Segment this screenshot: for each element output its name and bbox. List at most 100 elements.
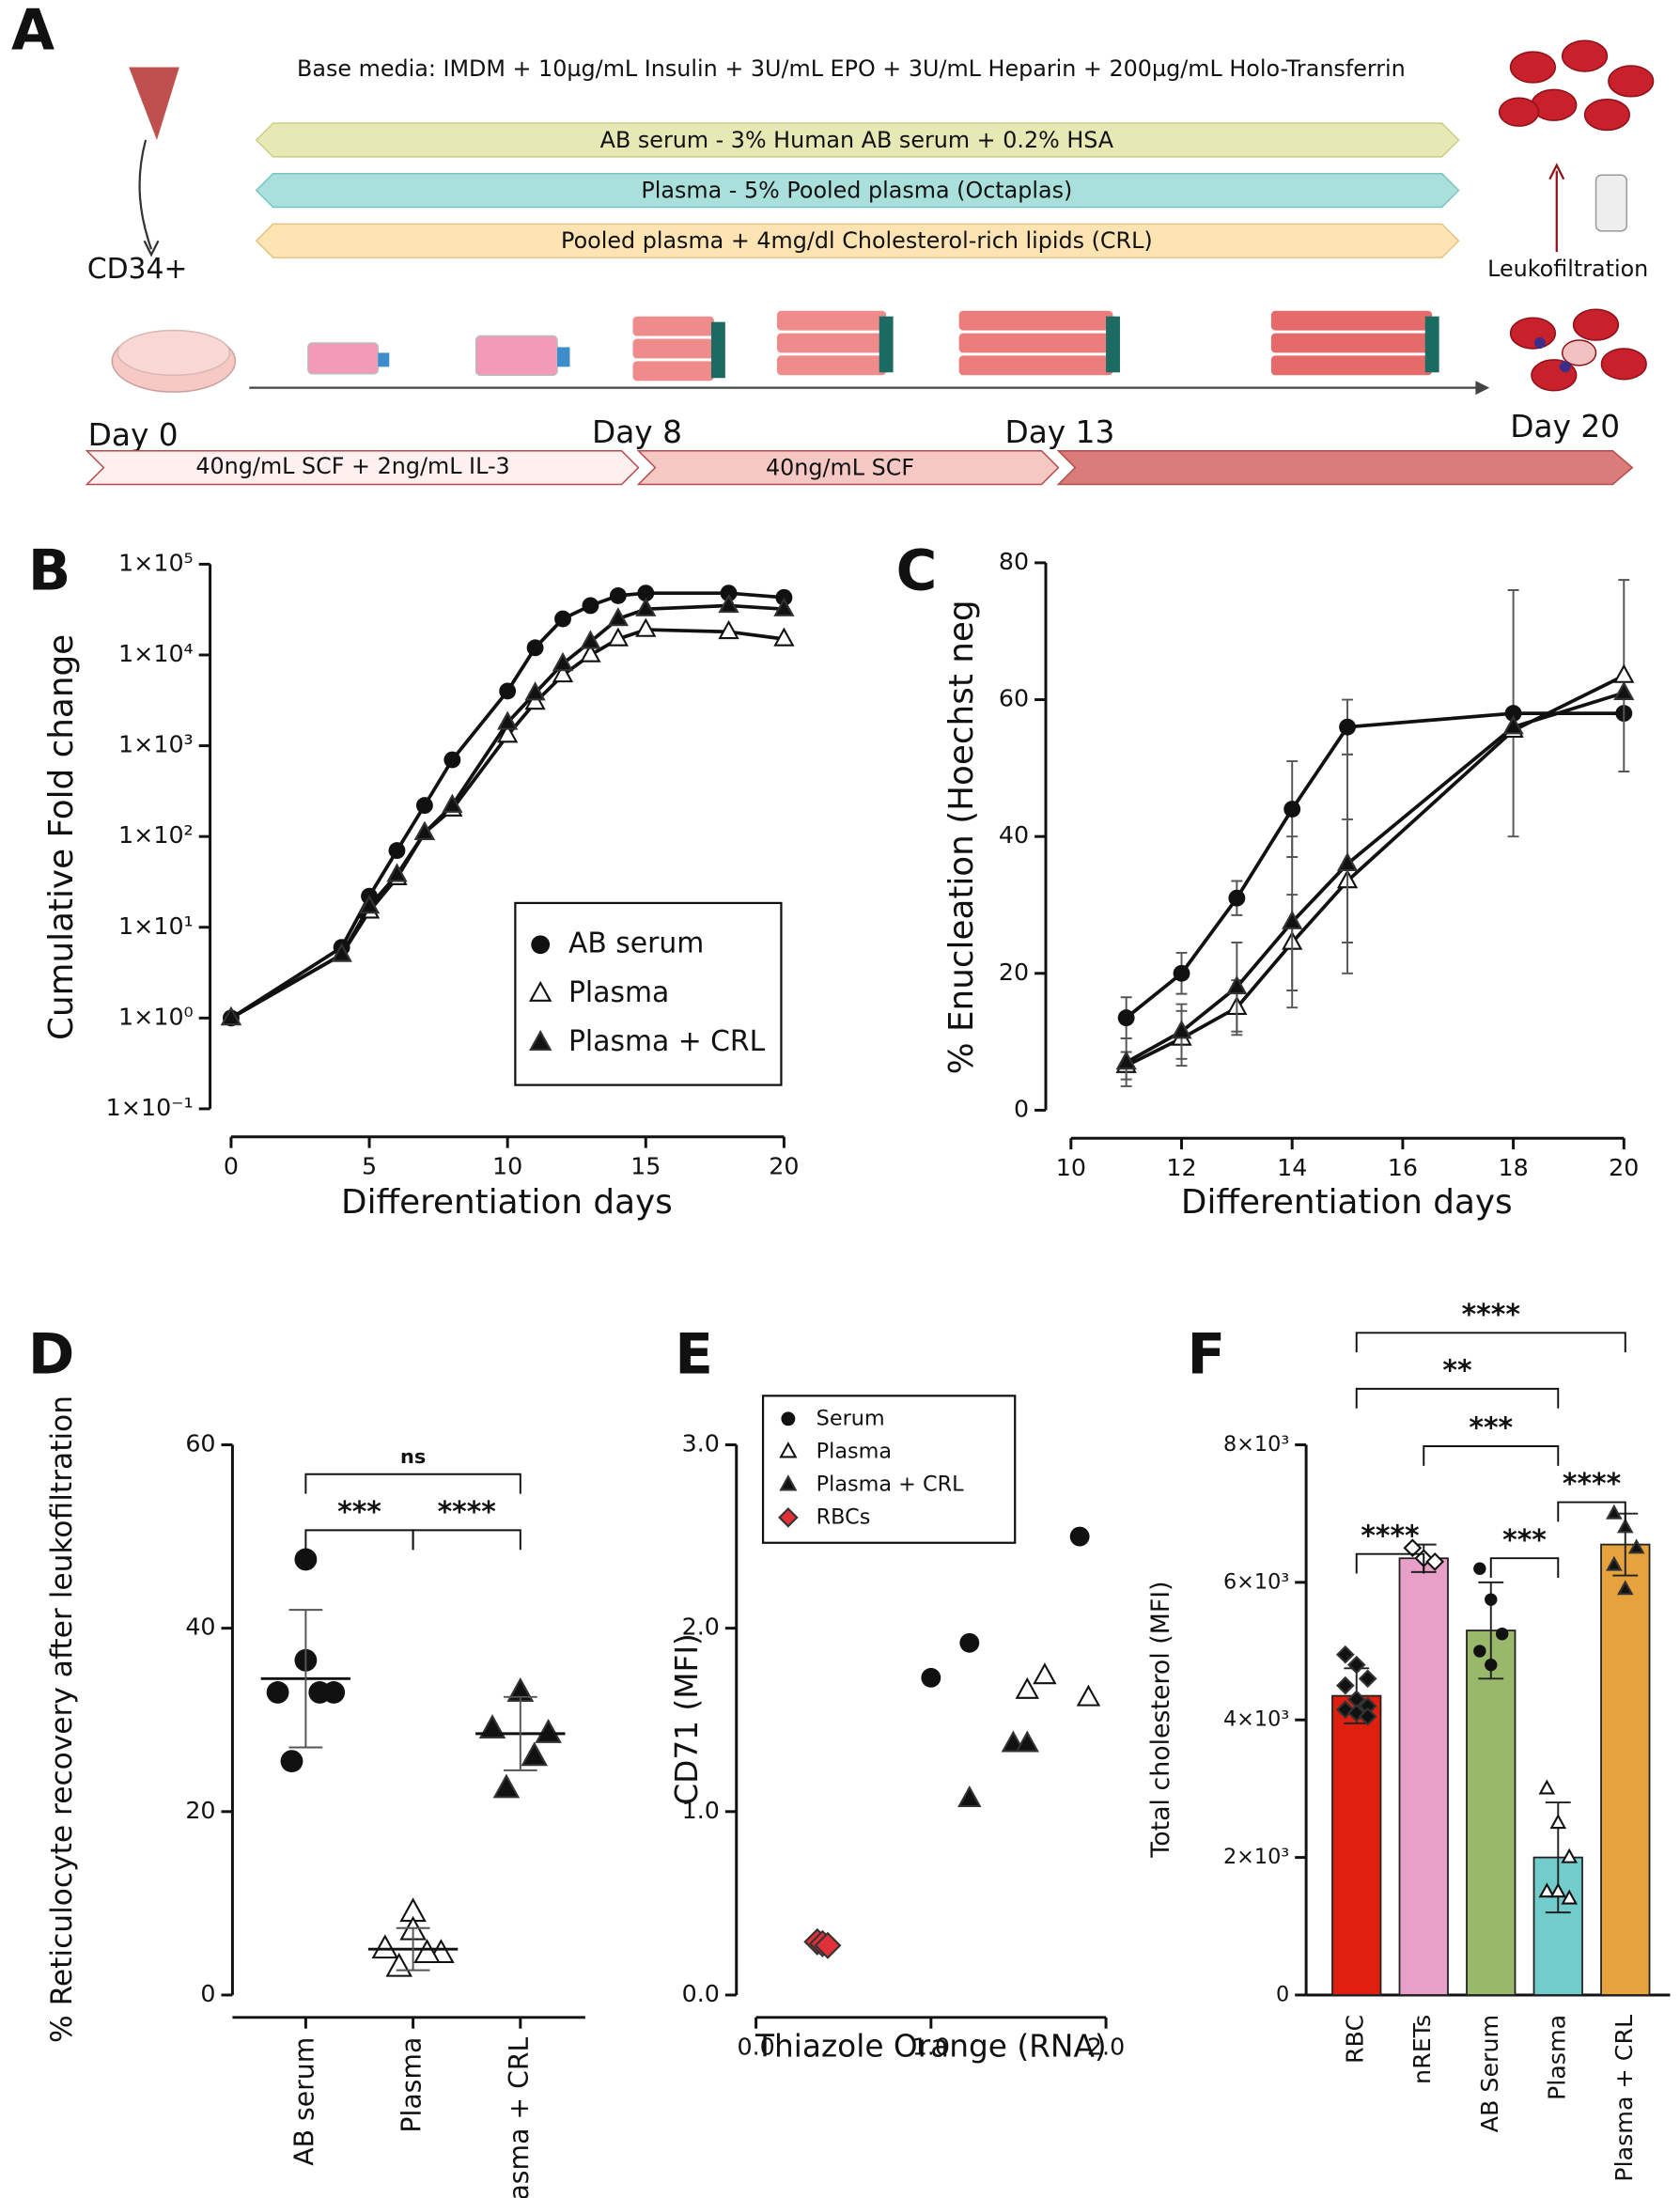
marker [413, 1939, 441, 1964]
legend-marker [531, 935, 551, 955]
marker [1076, 1684, 1101, 1707]
y-tick-label: 1.0 [682, 1796, 720, 1824]
significance-label: *** [1469, 1412, 1513, 1445]
condition-banner [255, 172, 1460, 209]
series-line [1125, 674, 1626, 1068]
marker [635, 617, 657, 637]
marker [497, 710, 519, 730]
marker [492, 1773, 521, 1799]
marker [637, 585, 655, 602]
significance-label: *** [1502, 1524, 1547, 1557]
marker [1335, 1645, 1355, 1664]
day-label: Day 20 [1510, 409, 1620, 444]
error-bar [396, 1926, 430, 1972]
x-tick-label: Plasma + CRL [504, 2036, 535, 2198]
marker [524, 691, 546, 710]
marker [413, 820, 436, 840]
marker [1504, 705, 1522, 723]
significance-label: **** [1361, 1520, 1419, 1552]
marker [1538, 1882, 1556, 1898]
significance-bracket [1355, 1332, 1626, 1353]
cytokine-label: 40ng/mL SCF [766, 455, 914, 481]
marker [1561, 1889, 1578, 1905]
x-tick-label: 0.0 [737, 2033, 774, 2061]
significance-bracket [1423, 1445, 1560, 1466]
x-axis-label: Differentiation days [341, 1183, 673, 1222]
marker [1228, 889, 1246, 907]
condition-banner [255, 122, 1460, 158]
day-label: Day 8 [592, 414, 682, 450]
marker [1627, 1538, 1645, 1554]
y-tick-label: 1×10⁵ [118, 548, 194, 576]
y-tick-label: 20 [185, 1796, 215, 1824]
marker [266, 1681, 289, 1704]
y-tick-label: 60 [999, 684, 1029, 712]
marker [1613, 680, 1635, 700]
bar [1600, 1543, 1651, 1996]
rbc-icons [1498, 39, 1655, 392]
marker [521, 1741, 549, 1767]
y-tick-label: 0 [1276, 1982, 1289, 2006]
x-tick-label: 15 [630, 1152, 661, 1180]
x-tick-label: 1.0 [912, 2033, 950, 2061]
legend-label: Plasma [817, 1439, 892, 1463]
legend-box [514, 901, 783, 1086]
day-label: Day 0 [88, 417, 179, 453]
marker [1033, 1662, 1057, 1685]
marker [773, 627, 795, 647]
flasks [307, 310, 1439, 382]
panel-label: E [675, 1323, 713, 1388]
marker [1473, 1562, 1486, 1575]
marker [1282, 910, 1303, 929]
x-tick-label: 5 [362, 1152, 377, 1180]
y-tick-label: 3.0 [682, 1428, 720, 1457]
cell-label: CD34+ [87, 253, 188, 286]
panel-label: F [1187, 1323, 1225, 1388]
x-tick-label: AB Serum [1475, 2015, 1503, 2132]
marker [1226, 974, 1248, 995]
x-tick-label: 10 [1056, 1153, 1086, 1181]
condition-label: Plasma - 5% Pooled plasma (Octaplas) [641, 178, 1072, 204]
marker [1115, 1051, 1137, 1070]
marker [959, 1632, 980, 1653]
x-tick-label: nRETs [1408, 2015, 1436, 2084]
x-tick-label: 14 [1277, 1153, 1307, 1181]
y-tick-label: 2.0 [682, 1613, 720, 1641]
y-tick-label: 20 [999, 958, 1029, 986]
cytokine-label: 40ng/mL SCF + 2ng/mL IL-3 [195, 453, 509, 479]
y-tick-label: 6×10³ [1223, 1569, 1289, 1594]
marker [718, 619, 739, 640]
x-tick-label: 0 [224, 1152, 239, 1180]
marker [308, 1681, 332, 1704]
error-bar [503, 1695, 537, 1771]
y-tick-label: 0 [200, 1979, 215, 2007]
y-axis-label: CD71 (MFI) [669, 1633, 705, 1805]
y-tick-label: 8×10³ [1223, 1432, 1289, 1457]
significance-bracket [304, 1529, 414, 1551]
x-tick-label: 18 [1498, 1153, 1528, 1181]
legend-label: Plasma + CRL [568, 1025, 766, 1058]
significance-label: **** [1563, 1468, 1621, 1501]
nucleus [1559, 361, 1571, 373]
marker [1473, 1645, 1486, 1658]
filter-icon [1594, 174, 1628, 232]
condition-label: AB serum - 3% Human AB serum + 0.2% HSA [600, 127, 1114, 153]
leukofiltration-label: Leukofiltration [1487, 256, 1648, 282]
marker [386, 863, 408, 882]
marker [294, 1548, 318, 1571]
cytokine-banner [1056, 449, 1634, 486]
y-axis-label: % Enucleation (Hoechst neg [942, 600, 981, 1074]
cytokine-banner [85, 449, 640, 486]
marker [1495, 1628, 1509, 1641]
y-tick-label: 2×10³ [1223, 1845, 1289, 1869]
marker [814, 1931, 842, 1959]
marker [1001, 1730, 1026, 1753]
marker [443, 751, 461, 769]
marker [478, 1714, 506, 1738]
y-tick-label: 40 [999, 820, 1029, 849]
marker [1171, 1020, 1192, 1039]
y-tick-label: 1×10⁴ [118, 639, 194, 667]
y-tick-label: 80 [999, 547, 1029, 575]
marker [1606, 1555, 1623, 1571]
bar [1398, 1557, 1449, 1996]
